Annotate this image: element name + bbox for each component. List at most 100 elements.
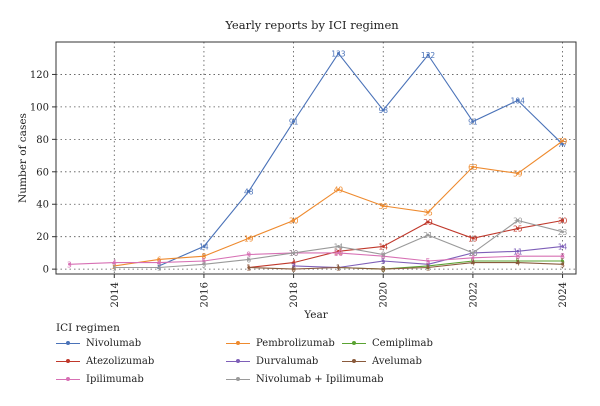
data-point (292, 267, 295, 271)
data-label: 14 (558, 242, 568, 251)
data-point (247, 257, 251, 261)
data-point (471, 256, 475, 260)
legend-item-nivolumab-ipilimumab: Nivolumab + Ipilimumab (226, 374, 384, 385)
data-label: 3 (202, 260, 207, 269)
data-point (247, 189, 251, 193)
data-point (561, 142, 564, 146)
data-label: 132 (421, 51, 436, 60)
data-label: 7 (471, 254, 476, 263)
legend-item-atezolizumab: Atezolizumab (56, 356, 154, 367)
data-point (516, 172, 520, 175)
data-point (247, 253, 251, 256)
data-label: 59 (513, 169, 523, 178)
legend-item-nivolumab: Nivolumab (56, 338, 141, 349)
data-point (426, 53, 430, 57)
data-point (471, 120, 475, 123)
data-label: 25 (513, 225, 523, 234)
plot-frame (55, 41, 577, 275)
data-label: 19 (468, 234, 478, 243)
legend-swatch (226, 358, 250, 366)
data-label: 8 (202, 252, 207, 261)
x-tick-label: 2024 (558, 282, 569, 307)
data-label: 98 (378, 106, 388, 115)
data-label: 9 (381, 251, 386, 260)
series-line (69, 252, 563, 265)
data-label: 48 (244, 187, 254, 196)
data-point (202, 245, 206, 248)
data-label: 39 (378, 202, 388, 211)
data-label: 30 (513, 216, 523, 225)
series-layer: 2144891133981329110477268193049393563597… (67, 49, 567, 274)
series-nivolumab: 2144891133981329110477 (157, 49, 568, 271)
data-point (292, 219, 295, 222)
y-tick-label: 80 (36, 135, 49, 146)
data-point (381, 267, 385, 271)
data-label: 1 (336, 264, 341, 273)
y-axis: 0 20 40 60 80 100 120 (30, 70, 56, 276)
data-label: 5 (426, 257, 431, 266)
data-point (426, 266, 430, 269)
x-axis-label: Year (303, 309, 328, 321)
x-tick-label: 2014 (110, 282, 121, 307)
data-label: 23 (558, 228, 568, 237)
data-point (381, 253, 385, 256)
data-point (561, 230, 564, 234)
data-label: 10 (289, 249, 299, 258)
legend-label: Pembrolizumab (256, 338, 335, 349)
legend-item-avelumab: Avelumab (342, 356, 422, 367)
data-point (471, 236, 475, 240)
data-label: 9 (246, 251, 251, 260)
data-point (112, 261, 116, 265)
data-label: 104 (511, 96, 526, 105)
data-point (202, 254, 206, 258)
legend-swatch (56, 376, 80, 384)
series-line (248, 262, 563, 270)
data-label: 4 (515, 259, 520, 268)
data-point (247, 266, 251, 269)
data-label: 4 (291, 259, 296, 268)
data-label: 6 (246, 255, 251, 264)
data-label: 133 (331, 49, 346, 58)
data-point (202, 259, 206, 263)
data-point (157, 266, 161, 269)
data-label: 8 (515, 252, 520, 261)
data-label: 29 (423, 218, 433, 227)
data-label: 10 (468, 249, 478, 258)
data-point (292, 120, 295, 123)
data-label: 0 (381, 265, 386, 274)
x-tick-label: 2016 (199, 282, 210, 307)
data-label: 4 (112, 259, 117, 268)
y-tick-label: 100 (30, 102, 49, 113)
data-point (426, 262, 430, 266)
gridlines (56, 42, 576, 274)
chart-title: Yearly reports by ICI regimen (224, 18, 399, 32)
legend-label: Nivolumab (86, 338, 142, 349)
data-point (157, 261, 161, 265)
x-tick-label: 2020 (379, 282, 390, 307)
data-label: 1 (112, 264, 117, 273)
legend-swatch (56, 340, 80, 348)
data-point (561, 219, 564, 222)
x-tick-label: 2018 (289, 282, 300, 307)
data-label: 6 (157, 255, 162, 264)
legend-swatch (342, 358, 366, 366)
data-point (471, 165, 475, 169)
data-point (471, 251, 475, 255)
legend-title: ICI regimen (56, 322, 120, 334)
data-point (516, 261, 520, 265)
data-label: 35 (423, 208, 433, 217)
data-label: 30 (558, 216, 568, 225)
data-point (202, 262, 206, 266)
legend-label: Durvalumab (256, 356, 319, 367)
data-point (516, 249, 520, 253)
data-label: 49 (334, 186, 344, 195)
legend-item-pembrolizumab: Pembrolizumab (226, 338, 335, 349)
data-point (561, 259, 564, 263)
data-label: 19 (244, 234, 254, 243)
data-point (561, 139, 564, 143)
data-point (426, 259, 430, 263)
y-tick-label: 20 (36, 232, 49, 243)
data-label: 11 (513, 247, 523, 256)
legend-label: Nivolumab + Ipilimumab (256, 374, 384, 385)
